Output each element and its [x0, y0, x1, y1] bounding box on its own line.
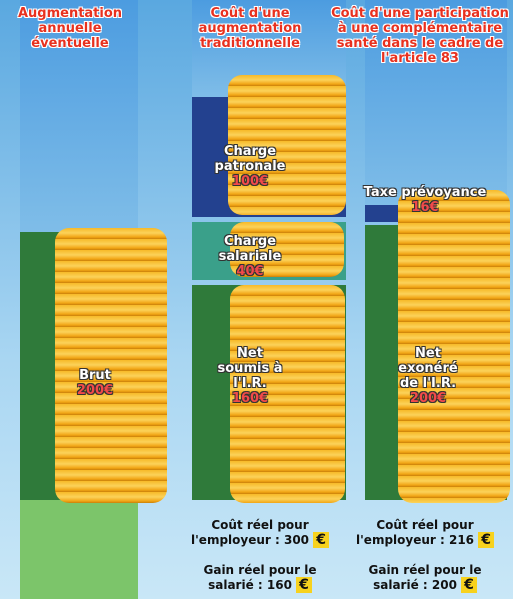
- amount: 216: [448, 533, 475, 547]
- amount: 300: [283, 533, 310, 547]
- amount: 160: [266, 578, 292, 592]
- heading: Coût d'une participation à une complémen…: [331, 6, 509, 66]
- currency: €: [313, 532, 329, 548]
- amount: 200: [431, 578, 457, 592]
- coin-stack: [398, 190, 510, 503]
- label: Gain réel pour le salarié :: [203, 563, 317, 592]
- currency: €: [461, 577, 477, 593]
- segment-label: Net soumis à l'I.R. 160€: [210, 346, 290, 406]
- band: [365, 0, 507, 205]
- label: Charge patronale: [214, 144, 286, 174]
- segment-label: Charge patronale 100€: [200, 144, 300, 189]
- band: [20, 500, 138, 599]
- amount: 200€: [76, 383, 114, 398]
- heading: Augmentation annuelle éventuelle: [17, 6, 123, 51]
- label: Coût réel pour l'employeur :: [191, 518, 309, 547]
- band: [20, 0, 138, 232]
- amount: 100€: [231, 174, 269, 189]
- coin-stack: [230, 222, 344, 277]
- amount: 200€: [409, 391, 447, 406]
- label: Net soumis à l'I.R.: [217, 346, 283, 391]
- label: Taxe prévoyance: [363, 185, 487, 200]
- segment-label: Charge salariale 40€: [200, 234, 300, 279]
- currency: €: [478, 532, 494, 548]
- employer-cost: Coût réel pour l'employeur : 216 €: [345, 518, 505, 548]
- employee-gain: Gain réel pour le salarié : 160 €: [180, 563, 340, 593]
- amount: 160€: [231, 391, 269, 406]
- label: Gain réel pour le salarié :: [368, 563, 482, 592]
- heading: Coût d'une augmentation traditionnelle: [198, 6, 302, 51]
- coin-stack: [55, 228, 167, 503]
- coin-stack: [228, 75, 346, 215]
- segment-label: Net exonéré de l'I.R. 200€: [388, 346, 468, 406]
- employee-gain: Gain réel pour le salarié : 200 €: [350, 563, 500, 593]
- amount: 16€: [411, 200, 439, 215]
- amount: 40€: [236, 264, 264, 279]
- segment-label: Taxe prévoyance 16€: [360, 185, 490, 215]
- label: Brut: [79, 368, 111, 383]
- coin-stack: [230, 285, 345, 503]
- label: Charge salariale: [218, 234, 282, 264]
- employer-cost: Coût réel pour l'employeur : 300 €: [180, 518, 340, 548]
- label: Net exonéré de l'I.R.: [398, 346, 458, 391]
- segment-label: Brut 200€: [40, 368, 150, 398]
- label: Coût réel pour l'employeur :: [356, 518, 474, 547]
- currency: €: [296, 577, 312, 593]
